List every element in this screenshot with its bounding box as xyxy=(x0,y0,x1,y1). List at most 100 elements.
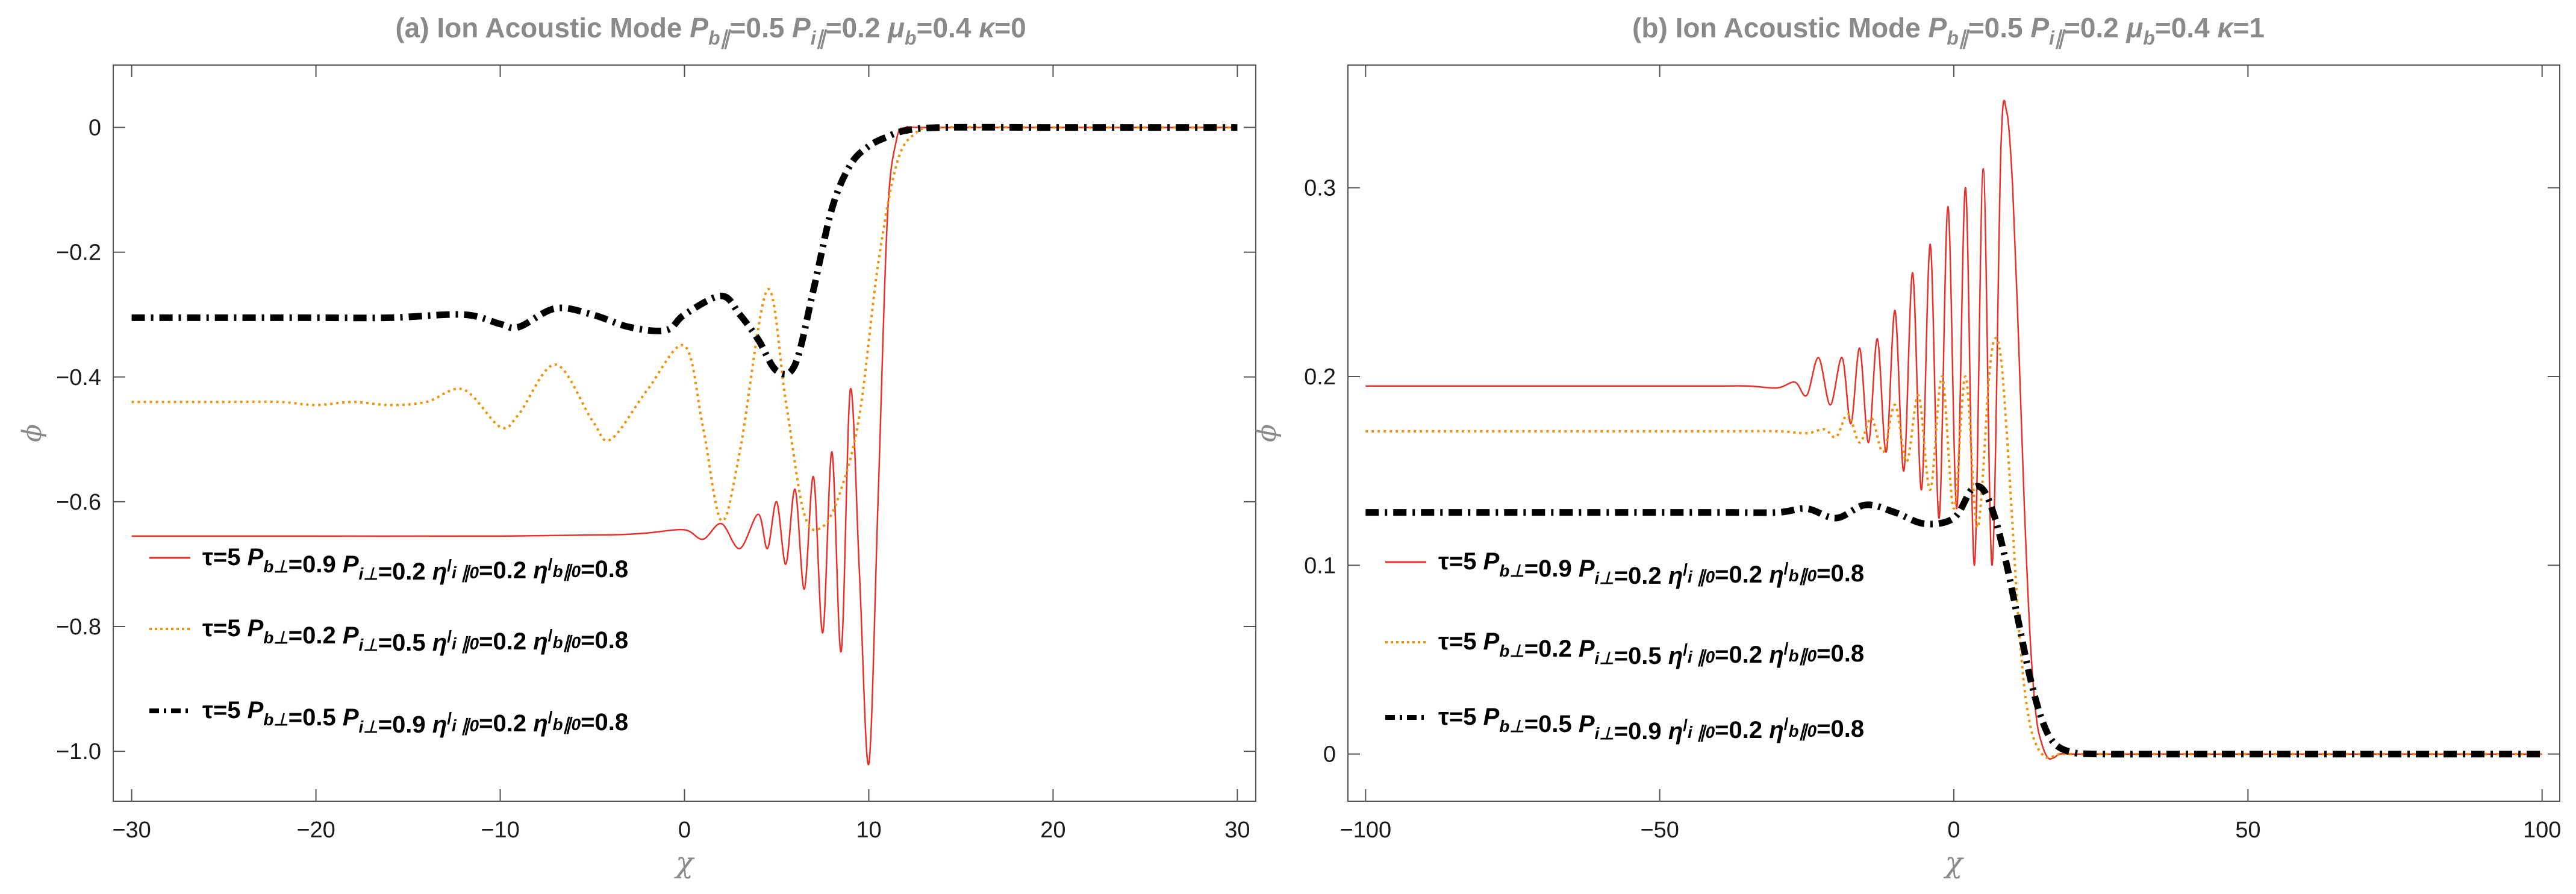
title-param-value: =0.2 xyxy=(2064,12,2127,43)
legend-label-3: τ=5 Pb⊥=0.5 Pi⊥=0.9 η/i ∥0=0.2 η/b∥0=0.8 xyxy=(1438,704,1864,745)
y-tick-label: 0 xyxy=(1323,742,1336,767)
x-tick-label: 0 xyxy=(1947,817,1960,843)
y-tick-label: −0.8 xyxy=(56,614,101,640)
x-tick-label: −10 xyxy=(481,817,519,843)
legend-text-part: =0.5 xyxy=(1524,711,1579,737)
legend-text-part: P xyxy=(1579,636,1595,662)
legend-text-part: τ=5 xyxy=(1438,704,1483,730)
legend-text-part: =0.9 xyxy=(1524,555,1579,582)
y-tick-label: 0.1 xyxy=(1304,553,1336,578)
x-tick-label: −50 xyxy=(1640,817,1679,843)
legend-text-part: =0.5 xyxy=(1614,643,1668,669)
series-line-2 xyxy=(131,125,1238,531)
x-tick-label: 50 xyxy=(2235,817,2260,843)
legend-text-part: =0.9 xyxy=(1614,718,1668,745)
legend-label-1: τ=5 Pb⊥=0.9 Pi⊥=0.2 η/i ∥0=0.2 η/b∥0=0.8 xyxy=(1438,548,1864,589)
legend-text-part: =0.8 xyxy=(1817,640,1864,667)
x-tick-label: 20 xyxy=(1040,817,1065,843)
legend-text-part: η xyxy=(1668,718,1683,745)
series-line-1 xyxy=(1365,99,2542,760)
legend-text-part: η xyxy=(432,711,447,738)
legend-subscript: b∥0 xyxy=(552,562,581,581)
y-axis-label: ϕ xyxy=(17,424,48,442)
title-param-symbol: κ xyxy=(2217,12,2234,43)
legend-text-part: =0.8 xyxy=(1817,560,1864,587)
legend-text-part: P xyxy=(1579,711,1595,737)
legend-text-part: η xyxy=(1668,563,1683,589)
legend-label-1: τ=5 Pb⊥=0.9 Pi⊥=0.2 η/i ∥0=0.2 η/b∥0=0.8 xyxy=(202,544,628,585)
legend-text-part: η xyxy=(533,557,547,584)
legend-text-part: P xyxy=(1483,548,1500,575)
legend-text-part: =0.2 xyxy=(479,557,533,584)
legend-subscript: i ∥0 xyxy=(452,634,479,654)
legend-text-part: =0.2 xyxy=(1715,717,1769,743)
series-line-1 xyxy=(131,125,1238,766)
legend-subscript: b⊥ xyxy=(263,557,288,576)
title-param-value: =0.5 xyxy=(730,12,793,43)
legend-text-part: τ=5 xyxy=(202,697,248,724)
y-tick-label: 0.3 xyxy=(1304,176,1336,201)
legend-text-part: τ=5 xyxy=(1438,548,1483,575)
title-param-symbol: κ xyxy=(979,12,996,43)
x-tick-label: 100 xyxy=(2523,817,2561,843)
legend-text-part: P xyxy=(343,622,359,649)
legend-superscript: / xyxy=(1683,640,1688,659)
legend-subscript: b∥0 xyxy=(1788,646,1817,666)
series-line-3 xyxy=(131,123,1238,378)
title-param-subscript: i∥ xyxy=(2049,27,2066,49)
legend-text-part: η xyxy=(533,628,547,655)
title-param-value: =0.4 xyxy=(2155,12,2218,43)
x-tick-label: 30 xyxy=(1224,817,1250,843)
legend-subscript: i⊥ xyxy=(359,564,378,583)
legend-subscript: b∥0 xyxy=(552,633,581,652)
legend-text-part: =0.2 xyxy=(378,558,432,585)
chart-panel-b: −100 −50 0 50 100 0 0.1 0.2 0.3 χ ϕ (b) Ion Acousti… xyxy=(1252,12,2561,880)
legend-subscript: i ∥0 xyxy=(452,716,479,736)
legend-text-part: =0.8 xyxy=(1817,716,1864,742)
title-param-subscript: b∥ xyxy=(708,27,732,49)
title-param-symbol: μ xyxy=(2125,12,2144,43)
y-tick-label: −0.6 xyxy=(56,490,101,515)
legend-text-part: η xyxy=(432,558,447,585)
legend-superscript: / xyxy=(447,709,452,728)
legend-subscript: b⊥ xyxy=(263,710,288,729)
legend-superscript: / xyxy=(1784,714,1789,733)
title-param-subscript: b∥ xyxy=(1947,27,1970,49)
legend-text-part: =0.2 xyxy=(479,628,533,655)
legend-text-part: η xyxy=(533,710,547,737)
chart-title: (a) Ion Acoustic Mode Pb∥=0.5 Pi∥=0.2 μb… xyxy=(395,12,1026,49)
legend-text-part: =0.8 xyxy=(581,627,628,654)
legend-text-part: η xyxy=(1769,717,1783,743)
title-param-value: =1 xyxy=(2233,12,2264,43)
series-line-2 xyxy=(1365,337,2542,759)
y-tick-label: −1.0 xyxy=(56,739,101,764)
legend-subscript: i⊥ xyxy=(1595,569,1614,587)
legend-subscript: b∥0 xyxy=(552,715,581,734)
legend-subscript: i⊥ xyxy=(359,636,378,654)
legend-text-part: =0.2 xyxy=(288,622,343,649)
x-tick-label: −100 xyxy=(1340,817,1392,843)
title-param-value: =0 xyxy=(994,12,1026,43)
y-tick-label: 0.2 xyxy=(1304,364,1336,390)
legend-subscript: i⊥ xyxy=(1595,649,1614,667)
title-param-subscript: b xyxy=(2143,27,2155,49)
legend-text-part: P xyxy=(343,551,359,578)
legend-text-part: =0.2 xyxy=(1614,563,1668,589)
legend-subscript: b∥0 xyxy=(1788,722,1817,741)
legend-superscript: / xyxy=(1784,559,1789,578)
title-param-value: =0.5 xyxy=(1968,12,2031,43)
legend-text-part: =0.9 xyxy=(378,711,432,738)
chart-title: (b) Ion Acoustic Mode Pb∥=0.5 Pi∥=0.2 μb… xyxy=(1632,12,2265,49)
legend-subscript: i ∥0 xyxy=(452,563,479,583)
title-param-symbol: P xyxy=(1929,12,1947,43)
legend-text-part: =0.2 xyxy=(1715,642,1769,668)
title-param-subscript: b xyxy=(905,27,917,49)
legend-subscript: b⊥ xyxy=(1499,717,1524,736)
legend-text-part: =0.5 xyxy=(288,704,343,731)
legend-text-part: =0.8 xyxy=(581,709,628,736)
x-tick-label: −20 xyxy=(296,817,335,843)
legend-text-part: τ=5 xyxy=(202,544,248,570)
legend-label-2: τ=5 Pb⊥=0.2 Pi⊥=0.5 η/i ∥0=0.2 η/b∥0=0.8 xyxy=(1438,628,1864,669)
legend-superscript: / xyxy=(1683,560,1688,579)
legend-text-part: =0.2 xyxy=(479,710,533,737)
